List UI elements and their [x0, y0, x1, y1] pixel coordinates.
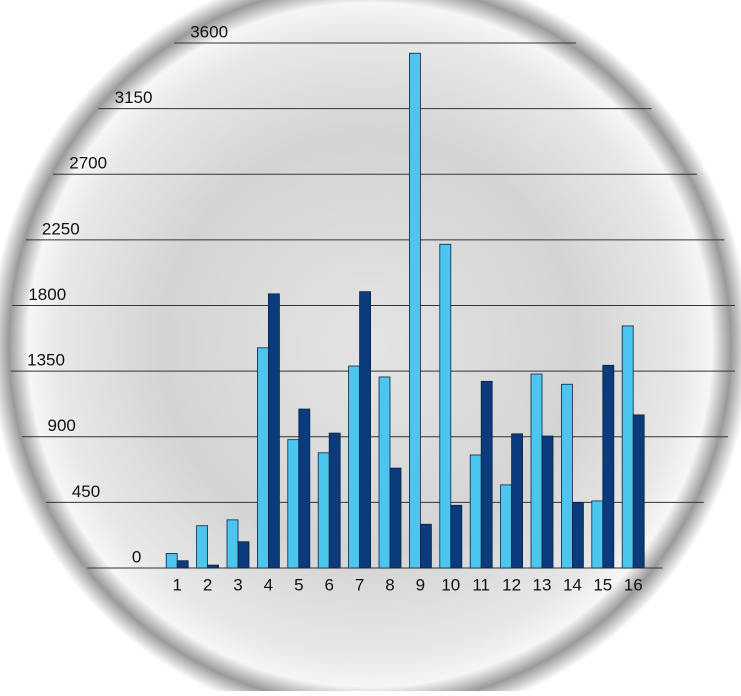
bar: [419, 523, 432, 569]
x-tick-label: 7: [355, 575, 364, 594]
x-tick-label: 6: [324, 575, 333, 594]
x-tick-label: 1: [172, 575, 181, 594]
bar: [469, 454, 482, 569]
y-tick-label: 3150: [115, 88, 153, 107]
x-tick-label: 9: [416, 575, 425, 594]
x-tick-label: 8: [385, 575, 394, 594]
y-tick-label: 0: [132, 547, 141, 566]
bar: [196, 525, 209, 569]
x-tick-label: 4: [264, 575, 273, 594]
bar: [408, 52, 421, 569]
x-tick-label: 14: [563, 575, 582, 594]
bar: [591, 500, 604, 569]
y-tick-label: 450: [72, 482, 100, 501]
y-tick-label: 3600: [190, 22, 228, 41]
bar: [176, 560, 189, 569]
bar: [632, 414, 645, 569]
bar: [165, 553, 178, 569]
x-tick-label: 5: [294, 575, 303, 594]
x-tick-label: 3: [233, 575, 242, 594]
x-tick-label: 2: [203, 575, 212, 594]
x-tick-label: 11: [472, 575, 490, 594]
bar: [256, 347, 269, 569]
y-tick-label: 2250: [42, 219, 80, 238]
bar: [267, 293, 280, 569]
y-tick-label: 2700: [69, 154, 107, 173]
bar: [389, 467, 402, 569]
bar: [530, 373, 543, 569]
x-tick-label: 16: [624, 575, 643, 594]
bar: [602, 364, 615, 569]
y-tick-label: 1800: [28, 285, 66, 304]
bar: [561, 383, 573, 569]
bar: [226, 519, 239, 569]
bar: [621, 325, 634, 569]
bar: [480, 380, 493, 569]
bar: [541, 435, 554, 569]
x-tick-label: 12: [502, 575, 521, 594]
bar: [207, 564, 220, 569]
bar: [500, 484, 513, 569]
bar: [439, 243, 452, 569]
bar: [378, 376, 391, 569]
bar: [298, 408, 311, 569]
y-tick-label: 1350: [27, 351, 65, 370]
bar: [359, 291, 372, 569]
bar: [348, 365, 361, 569]
bar: [572, 501, 584, 569]
x-tick-label: 15: [593, 575, 612, 594]
bar: [511, 433, 524, 569]
bar: [287, 439, 300, 569]
y-tick-label: 900: [48, 416, 76, 435]
bar: [328, 432, 341, 569]
bar: [450, 504, 463, 569]
x-tick-label: 10: [441, 575, 460, 594]
bar: [237, 541, 250, 569]
x-tick-label: 13: [533, 575, 552, 594]
bar: [317, 452, 330, 569]
